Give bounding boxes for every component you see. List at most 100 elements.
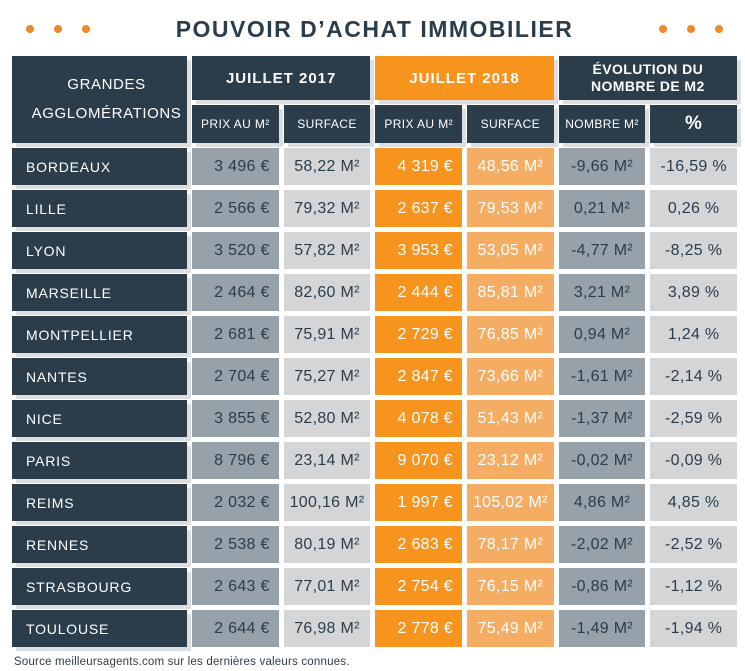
- cell-nice-nombre-m2: -1,37 M²: [558, 400, 646, 437]
- cell-montpellier-prix-2017: 2 681 €: [192, 316, 279, 353]
- group-header-juillet-2018: JUILLET 2018: [375, 56, 554, 100]
- cell-nantes-percent: -2,14 %: [650, 358, 737, 395]
- cell-montpellier-surface-2017: 75,91 M²: [283, 316, 371, 353]
- title-dots-right: [659, 25, 723, 33]
- cell-toulouse-surface-2017: 76,98 M²: [283, 610, 371, 647]
- cell-montpellier-prix-2018: 2 729 €: [375, 316, 462, 353]
- cell-rennes-surface-2018: 78,17 M²: [466, 526, 554, 563]
- cell-toulouse-prix-2017: 2 644 €: [192, 610, 279, 647]
- cell-strasbourg-prix-2018: 2 754 €: [375, 568, 462, 605]
- source-note: Source meilleursagents.com sur les derni…: [14, 656, 350, 668]
- cell-nantes-prix-2017: 2 704 €: [192, 358, 279, 395]
- cell-lille-surface-2017: 79,32 M²: [283, 190, 371, 227]
- cell-reims-surface-2018: 105,02 M²: [466, 484, 554, 521]
- cell-paris-nombre-m2: -0,02 M²: [558, 442, 646, 479]
- cell-reims-nombre-m2: 4,86 M²: [558, 484, 646, 521]
- cell-paris-surface-2017: 23,14 M²: [283, 442, 371, 479]
- cell-toulouse-surface-2018: 75,49 M²: [466, 610, 554, 647]
- row-label-lyon: LYON: [12, 232, 187, 269]
- row-label-toulouse: TOULOUSE: [12, 610, 187, 647]
- row-label-nantes: NANTES: [12, 358, 187, 395]
- cell-reims-percent: 4,85 %: [650, 484, 737, 521]
- cell-toulouse-prix-2018: 2 778 €: [375, 610, 462, 647]
- orange-dot-icon: [659, 25, 667, 33]
- cell-lille-percent: 0,26 %: [650, 190, 737, 227]
- orange-dot-icon: [82, 25, 90, 33]
- cell-lyon-nombre-m2: -4,77 M²: [558, 232, 646, 269]
- row-label-marseille: MARSEILLE: [12, 274, 187, 311]
- column-header-percent: %: [650, 105, 737, 143]
- column-header-surface-2018: SURFACE: [466, 105, 554, 143]
- row-label-reims: REIMS: [12, 484, 187, 521]
- cell-nice-surface-2017: 52,80 M²: [283, 400, 371, 437]
- cell-rennes-nombre-m2: -2,02 M²: [558, 526, 646, 563]
- cell-strasbourg-surface-2017: 77,01 M²: [283, 568, 371, 605]
- page-title: POUVOIR D’ACHAT IMMOBILIER: [175, 15, 574, 42]
- cell-toulouse-percent: -1,94 %: [650, 610, 737, 647]
- cell-lyon-prix-2017: 3 520 €: [192, 232, 279, 269]
- cell-rennes-prix-2018: 2 683 €: [375, 526, 462, 563]
- row-label-rennes: RENNES: [12, 526, 187, 563]
- column-header-nombre-m2: NOMBRE M²: [558, 105, 646, 143]
- cell-montpellier-percent: 1,24 %: [650, 316, 737, 353]
- cell-nantes-surface-2018: 73,66 M²: [466, 358, 554, 395]
- cell-lyon-percent: -8,25 %: [650, 232, 737, 269]
- cell-nice-surface-2018: 51,43 M²: [466, 400, 554, 437]
- orange-dot-icon: [26, 25, 34, 33]
- cell-lille-surface-2018: 79,53 M²: [466, 190, 554, 227]
- orange-dot-icon: [715, 25, 723, 33]
- title-bar: POUVOIR D’ACHAT IMMOBILIER: [12, 8, 737, 50]
- cell-reims-prix-2017: 2 032 €: [192, 484, 279, 521]
- column-header-prix-2017: PRIX AU M²: [192, 105, 279, 143]
- cell-lille-prix-2018: 2 637 €: [375, 190, 462, 227]
- data-table: GRANDES AGGLOMÉRATIONS JUILLET 2017 JUIL…: [12, 56, 737, 647]
- cell-marseille-prix-2018: 2 444 €: [375, 274, 462, 311]
- cell-reims-prix-2018: 1 997 €: [375, 484, 462, 521]
- orange-dot-icon: [54, 25, 62, 33]
- cell-nantes-prix-2018: 2 847 €: [375, 358, 462, 395]
- cell-reims-surface-2017: 100,16 M²: [283, 484, 371, 521]
- row-label-bordeaux: BORDEAUX: [12, 148, 187, 185]
- cell-rennes-prix-2017: 2 538 €: [192, 526, 279, 563]
- cell-bordeaux-surface-2018: 48,56 M²: [466, 148, 554, 185]
- cell-lyon-surface-2017: 57,82 M²: [283, 232, 371, 269]
- cell-marseille-percent: 3,89 %: [650, 274, 737, 311]
- row-label-paris: PARIS: [12, 442, 187, 479]
- cell-bordeaux-prix-2018: 4 319 €: [375, 148, 462, 185]
- cell-lille-nombre-m2: 0,21 M²: [558, 190, 646, 227]
- row-label-nice: NICE: [12, 400, 187, 437]
- cell-rennes-surface-2017: 80,19 M²: [283, 526, 371, 563]
- cell-strasbourg-surface-2018: 76,15 M²: [466, 568, 554, 605]
- cell-marseille-nombre-m2: 3,21 M²: [558, 274, 646, 311]
- cell-nice-prix-2017: 3 855 €: [192, 400, 279, 437]
- cell-nice-prix-2018: 4 078 €: [375, 400, 462, 437]
- cell-nantes-surface-2017: 75,27 M²: [283, 358, 371, 395]
- cell-bordeaux-nombre-m2: -9,66 M²: [558, 148, 646, 185]
- cell-paris-prix-2018: 9 070 €: [375, 442, 462, 479]
- cell-montpellier-surface-2018: 76,85 M²: [466, 316, 554, 353]
- cell-nice-percent: -2,59 %: [650, 400, 737, 437]
- cell-strasbourg-prix-2017: 2 643 €: [192, 568, 279, 605]
- cell-toulouse-nombre-m2: -1,49 M²: [558, 610, 646, 647]
- cell-bordeaux-percent: -16,59 %: [650, 148, 737, 185]
- cell-paris-prix-2017: 8 796 €: [192, 442, 279, 479]
- cell-bordeaux-surface-2017: 58,22 M²: [283, 148, 371, 185]
- column-header-agglomerations: GRANDES AGGLOMÉRATIONS: [12, 56, 187, 143]
- cell-strasbourg-nombre-m2: -0,86 M²: [558, 568, 646, 605]
- cell-lyon-prix-2018: 3 953 €: [375, 232, 462, 269]
- cell-rennes-percent: -2,52 %: [650, 526, 737, 563]
- cell-bordeaux-prix-2017: 3 496 €: [192, 148, 279, 185]
- column-header-prix-2018: PRIX AU M²: [375, 105, 462, 143]
- group-header-juillet-2017: JUILLET 2017: [192, 56, 371, 100]
- cell-lyon-surface-2018: 53,05 M²: [466, 232, 554, 269]
- cell-nantes-nombre-m2: -1,61 M²: [558, 358, 646, 395]
- row-label-lille: LILLE: [12, 190, 187, 227]
- row-label-montpellier: MONTPELLIER: [12, 316, 187, 353]
- cell-marseille-prix-2017: 2 464 €: [192, 274, 279, 311]
- title-dots-left: [26, 25, 90, 33]
- cell-strasbourg-percent: -1,12 %: [650, 568, 737, 605]
- cell-marseille-surface-2018: 85,81 M²: [466, 274, 554, 311]
- cell-lille-prix-2017: 2 566 €: [192, 190, 279, 227]
- column-header-surface-2017: SURFACE: [283, 105, 371, 143]
